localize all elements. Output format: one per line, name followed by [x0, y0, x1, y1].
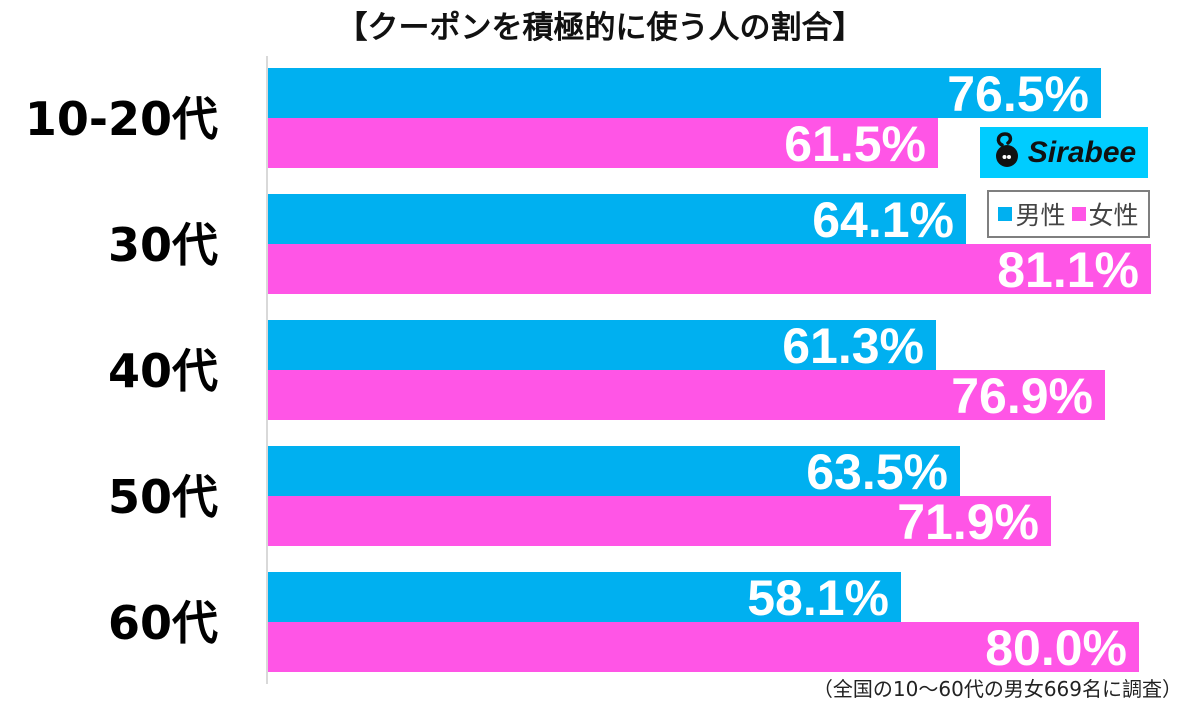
- female-bar: 61.5%: [268, 116, 938, 172]
- legend-item-female: 女性: [1071, 196, 1139, 232]
- female-bar: 71.9%: [268, 494, 1051, 550]
- male-bar: 63.5%: [268, 444, 960, 500]
- category-label: 50代: [107, 470, 218, 524]
- sirabee-logo: Sirabee: [980, 127, 1148, 178]
- bar-value-label: 63.5%: [806, 444, 948, 500]
- bar-value-label: 61.3%: [782, 318, 924, 374]
- female-bar: 76.9%: [268, 368, 1105, 424]
- chart-title: 【クーポンを積極的に使う人の割合】: [336, 10, 864, 46]
- category-label: 30代: [107, 218, 218, 272]
- legend: 男性 女性: [987, 190, 1150, 238]
- male-swatch-icon: [998, 207, 1013, 221]
- legend-item-male: 男性: [998, 196, 1066, 232]
- bar-value-label: 71.9%: [897, 494, 1039, 550]
- legend-label-male: 男性: [1015, 201, 1066, 230]
- category-label: 40代: [107, 344, 218, 398]
- female-bar: 80.0%: [268, 620, 1139, 676]
- male-bar: 76.5%: [268, 66, 1101, 122]
- female-bar: 81.1%: [268, 242, 1151, 298]
- bar-value-label: 61.5%: [784, 116, 926, 172]
- female-swatch-icon: [1071, 207, 1086, 221]
- y-axis-line: [266, 56, 268, 684]
- sirabee-mascot-icon: [992, 132, 1022, 173]
- logo-text: Sirabee: [1027, 135, 1137, 169]
- survey-footnote: （全国の10〜60代の男女669名に調査）: [812, 677, 1182, 701]
- legend-label-female: 女性: [1088, 201, 1139, 230]
- male-bar: 61.3%: [268, 318, 936, 374]
- bar-value-label: 81.1%: [997, 242, 1139, 298]
- bar-value-label: 80.0%: [985, 620, 1127, 676]
- category-label: 60代: [107, 596, 218, 650]
- category-label: 10-20代: [24, 92, 218, 146]
- bar-value-label: 64.1%: [812, 192, 954, 248]
- male-bar: 58.1%: [268, 570, 901, 626]
- male-bar: 64.1%: [268, 192, 966, 248]
- bar-value-label: 58.1%: [747, 570, 889, 626]
- bar-value-label: 76.9%: [951, 368, 1093, 424]
- bar-value-label: 76.5%: [947, 66, 1089, 122]
